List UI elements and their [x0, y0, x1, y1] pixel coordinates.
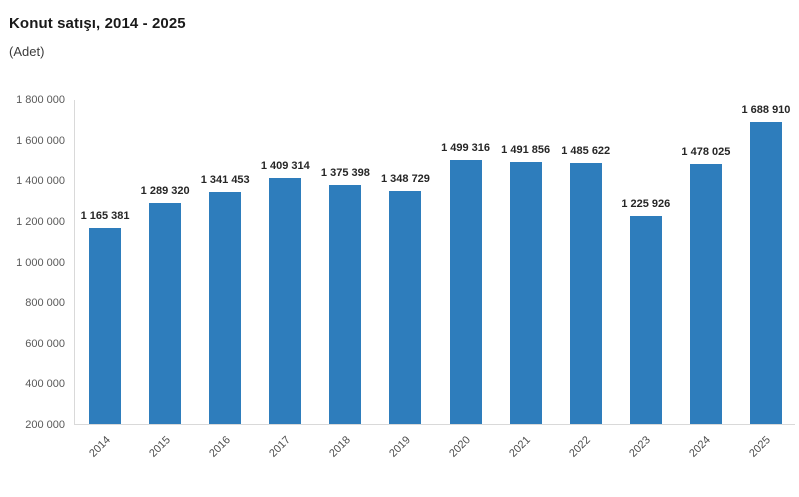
bar-value-label-2016: 1 341 453 — [200, 174, 250, 187]
x-axis-label-2019: 2019 — [387, 434, 413, 460]
bar-2017[interactable] — [269, 178, 302, 424]
x-axis-label-2020: 2020 — [447, 434, 474, 460]
bar-2019[interactable] — [389, 190, 422, 424]
y-axis-tick-label: 1 800 000 — [16, 94, 65, 106]
y-axis-tick-label: 800 000 — [25, 297, 65, 310]
y-axis-tick-label: 1 000 000 — [16, 256, 65, 269]
bar-value-label-2020: 1 499 316 — [441, 142, 490, 155]
bar-value-label-2024: 1 478 025 — [681, 146, 731, 159]
x-axis-label-2014: 2014 — [86, 434, 113, 460]
x-axis-label-2022: 2022 — [567, 434, 594, 460]
bar-2020[interactable] — [449, 160, 482, 424]
y-axis-tick-label: 600 000 — [25, 337, 65, 350]
y-axis-tick-label: 400 000 — [25, 378, 65, 391]
x-axis-label-2018: 2018 — [327, 434, 353, 460]
bar-value-label-2023: 1 225 926 — [621, 197, 671, 210]
chart-subtitle: (Adet) — [9, 44, 45, 59]
chart-title: Konut satışı, 2014 - 2025 — [9, 15, 186, 32]
bar-2024[interactable] — [689, 164, 722, 424]
bar-value-label-2021: 1 491 856 — [501, 143, 551, 156]
bar-2015[interactable] — [149, 202, 182, 424]
bar-value-label-2018: 1 375 398 — [320, 167, 370, 180]
bar-2018[interactable] — [329, 185, 362, 424]
x-axis-label-2015: 2015 — [146, 434, 173, 460]
y-axis-tick-label: 1 200 000 — [16, 215, 65, 228]
bar-value-label-2014: 1 165 381 — [80, 209, 130, 222]
x-axis-label-2023: 2023 — [627, 434, 654, 460]
bar-2014[interactable] — [89, 227, 122, 424]
x-axis-label-2025: 2025 — [747, 434, 774, 460]
bar-2022[interactable] — [569, 162, 602, 424]
bar-value-label-2017: 1 409 314 — [260, 160, 310, 173]
y-axis-tick-label: 1 400 000 — [16, 175, 65, 188]
x-axis-label-2017: 2017 — [266, 434, 293, 460]
bar-value-label-2015: 1 289 320 — [140, 184, 190, 197]
bar-2016[interactable] — [209, 192, 242, 424]
plot-area: 200 000 400 000 600 000 800 000 1 000 000 1 2… — [16, 94, 795, 460]
x-axis-label-2016: 2016 — [206, 434, 233, 460]
x-axis-label-2024: 2024 — [687, 434, 714, 460]
bar-2021[interactable] — [509, 161, 542, 424]
bar-value-label-2019: 1 348 729 — [380, 172, 430, 185]
y-axis-tick-label: 1 600 000 — [16, 134, 65, 147]
bar-value-label-2025: 1 688 910 — [741, 103, 791, 116]
bar-2025[interactable] — [749, 121, 782, 424]
y-axis-tick-label: 200 000 — [25, 419, 65, 431]
bar-2023[interactable] — [629, 215, 662, 424]
bar-value-label-2022: 1 485 622 — [561, 144, 611, 157]
x-axis-label-2021: 2021 — [507, 434, 534, 460]
